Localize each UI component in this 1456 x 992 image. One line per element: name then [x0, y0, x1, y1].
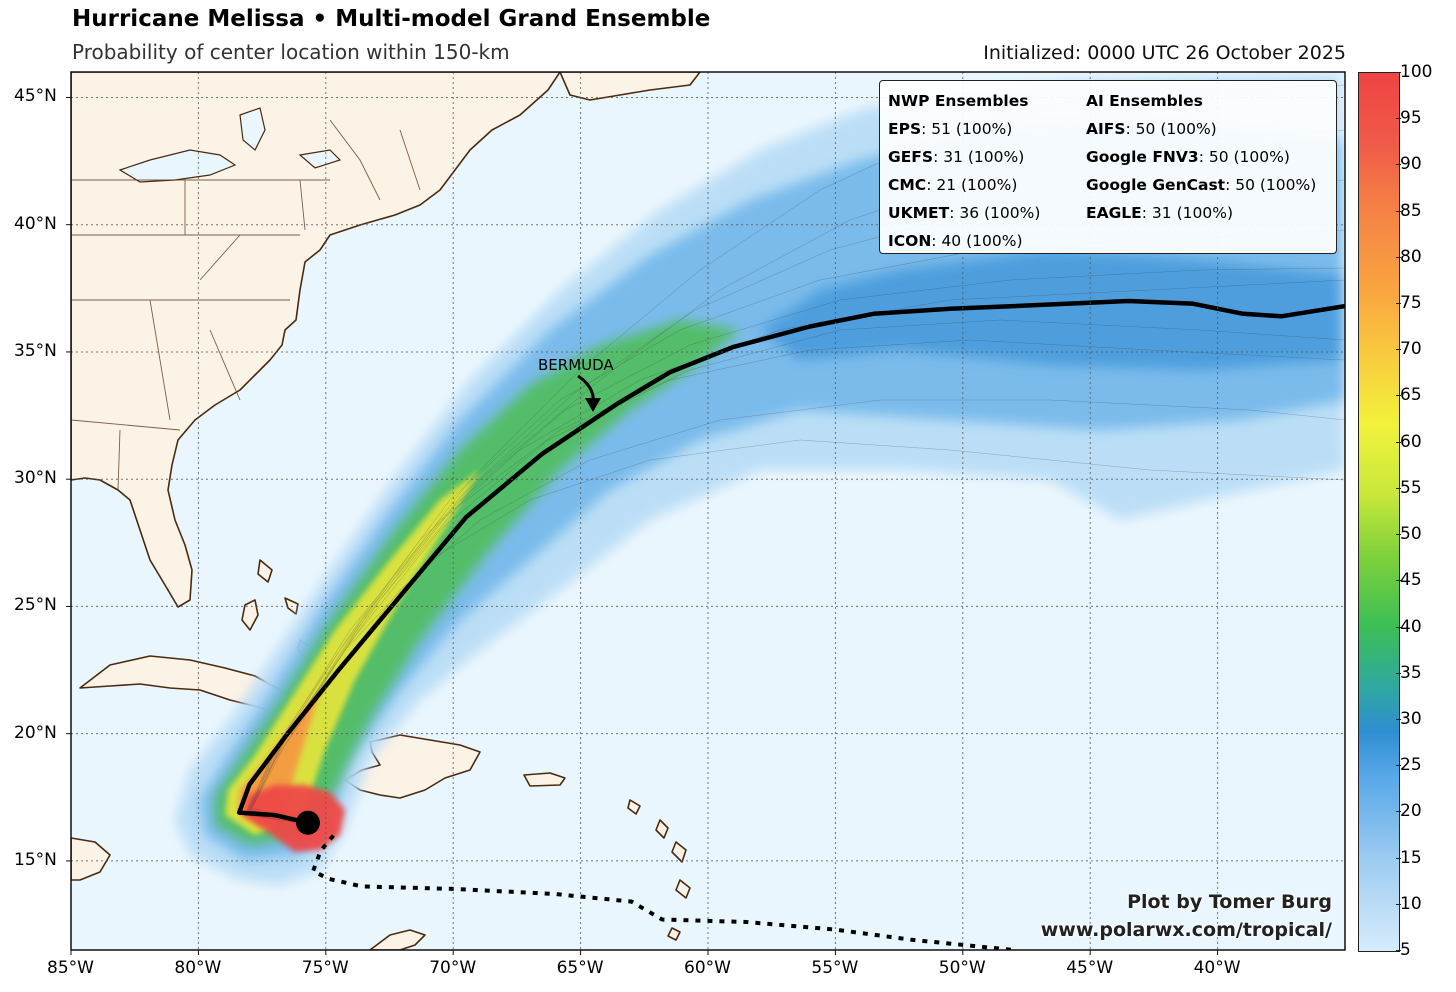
- colorbar-tick-label: 20: [1396, 801, 1422, 822]
- colorbar-tick-label: 75: [1396, 293, 1422, 314]
- bermuda-arrow-head: [585, 398, 601, 412]
- lat-label: 35°N: [14, 340, 57, 361]
- ensemble-mean-track: [236, 298, 1345, 825]
- legend-row: EPS: 51 (100%): [888, 115, 1040, 143]
- ensemble-legend: NWP Ensembles EPS: 51 (100%) GEFS: 31 (10…: [879, 80, 1337, 254]
- legend-row: Google FNV3: 50 (100%): [1086, 143, 1316, 171]
- lon-label: 75°W: [301, 958, 349, 978]
- lon-label: 80°W: [174, 958, 222, 978]
- legend-row: UKMET: 36 (100%): [888, 199, 1040, 227]
- credit-author: Plot by Tomer Burg: [1127, 891, 1332, 913]
- bermuda-label: BERMUDA: [538, 356, 614, 374]
- model-name: CMC: [888, 176, 927, 194]
- nwp-header: NWP Ensembles: [888, 92, 1029, 110]
- axis-ticks: [66, 96, 1219, 955]
- colorbar-tick-label: 10: [1396, 893, 1422, 914]
- lat-label: 40°N: [14, 213, 57, 234]
- model-count: : 50 (100%): [1225, 176, 1317, 194]
- legend-row: CMC: 21 (100%): [888, 171, 1040, 199]
- colorbar-tick-label: 85: [1396, 200, 1422, 221]
- model-name: GEFS: [888, 148, 934, 166]
- lon-label: 50°W: [938, 958, 986, 978]
- colorbar-tick-label: 95: [1396, 108, 1422, 129]
- lon-label: 40°W: [1193, 958, 1241, 978]
- model-name: UKMET: [888, 204, 950, 222]
- model-name: AIFS: [1086, 120, 1126, 138]
- model-name: EAGLE: [1086, 204, 1142, 222]
- legend-row: AIFS: 50 (100%): [1086, 115, 1316, 143]
- colorbar-tick-label: 55: [1396, 477, 1422, 498]
- lon-label: 70°W: [429, 958, 477, 978]
- ai-ensembles-column: AI Ensembles AIFS: 50 (100%) Google FNV3:…: [1086, 87, 1316, 227]
- credit: Plot by Tomer Burg www.polarwx.com/tropi…: [1041, 888, 1332, 944]
- colorbar-tick-label: 50: [1396, 524, 1422, 545]
- legend-row: ICON: 40 (100%): [888, 227, 1040, 255]
- chart-subtitle: Probability of center location within 15…: [72, 40, 510, 64]
- storm-center-marker: [295, 810, 320, 835]
- model-count: : 31 (100%): [1141, 204, 1233, 222]
- colorbar-tick-label: 70: [1396, 339, 1422, 360]
- colorbar-tick-label: 15: [1396, 847, 1422, 868]
- colorbar-tick-label: 40: [1396, 616, 1422, 637]
- lakes: [118, 107, 342, 183]
- probability-colorbar: [1358, 72, 1400, 952]
- lat-label: 15°N: [14, 849, 57, 870]
- model-count: : 31 (100%): [933, 148, 1025, 166]
- model-count: : 21 (100%): [926, 176, 1018, 194]
- model-name: ICON: [888, 232, 932, 250]
- colorbar-tick-label: 25: [1396, 755, 1422, 776]
- legend-row: GEFS: 31 (100%): [888, 143, 1040, 171]
- model-name: Google GenCast: [1086, 176, 1226, 194]
- colorbar-tick-label: 60: [1396, 431, 1422, 452]
- colorbar-tick-label: 100: [1395, 62, 1433, 82]
- model-count: : 36 (100%): [949, 204, 1041, 222]
- model-count: : 40 (100%): [931, 232, 1023, 250]
- model-count: : 51 (100%): [921, 120, 1013, 138]
- lon-label: 45°W: [1066, 958, 1114, 978]
- lon-label: 65°W: [556, 958, 604, 978]
- lat-label: 30°N: [14, 468, 57, 489]
- colorbar-tick-label: 65: [1396, 385, 1422, 406]
- colorbar-tick-label: 5: [1396, 940, 1411, 960]
- lon-label: 55°W: [811, 958, 859, 978]
- initialized-time: Initialized: 0000 UTC 26 October 2025: [983, 42, 1346, 64]
- colorbar-tick-label: 80: [1396, 246, 1422, 267]
- colorbar-tick-label: 90: [1396, 154, 1422, 175]
- state-borders: [71, 119, 421, 491]
- colorbar-tick-label: 45: [1396, 570, 1422, 591]
- legend-row: Google GenCast: 50 (100%): [1086, 171, 1316, 199]
- model-name: Google FNV3: [1086, 148, 1199, 166]
- lat-label: 25°N: [14, 595, 57, 616]
- chart-title: Hurricane Melissa • Multi-model Grand En…: [72, 6, 711, 32]
- model-name: EPS: [888, 120, 922, 138]
- colorbar-tick-label: 30: [1396, 708, 1422, 729]
- lon-label: 85°W: [47, 958, 94, 978]
- model-count: : 50 (100%): [1198, 148, 1290, 166]
- credit-url: www.polarwx.com/tropical/: [1040, 919, 1332, 941]
- lon-label: 60°W: [684, 958, 731, 978]
- nwp-ensembles-column: NWP Ensembles EPS: 51 (100%) GEFS: 31 (10…: [888, 87, 1040, 255]
- colorbar-tick-label: 35: [1396, 662, 1422, 683]
- lat-label: 45°N: [14, 86, 57, 107]
- model-count: : 50 (100%): [1125, 120, 1217, 138]
- lat-label: 20°N: [14, 722, 57, 743]
- ai-header: AI Ensembles: [1086, 92, 1203, 110]
- legend-row: EAGLE: 31 (100%): [1086, 199, 1316, 227]
